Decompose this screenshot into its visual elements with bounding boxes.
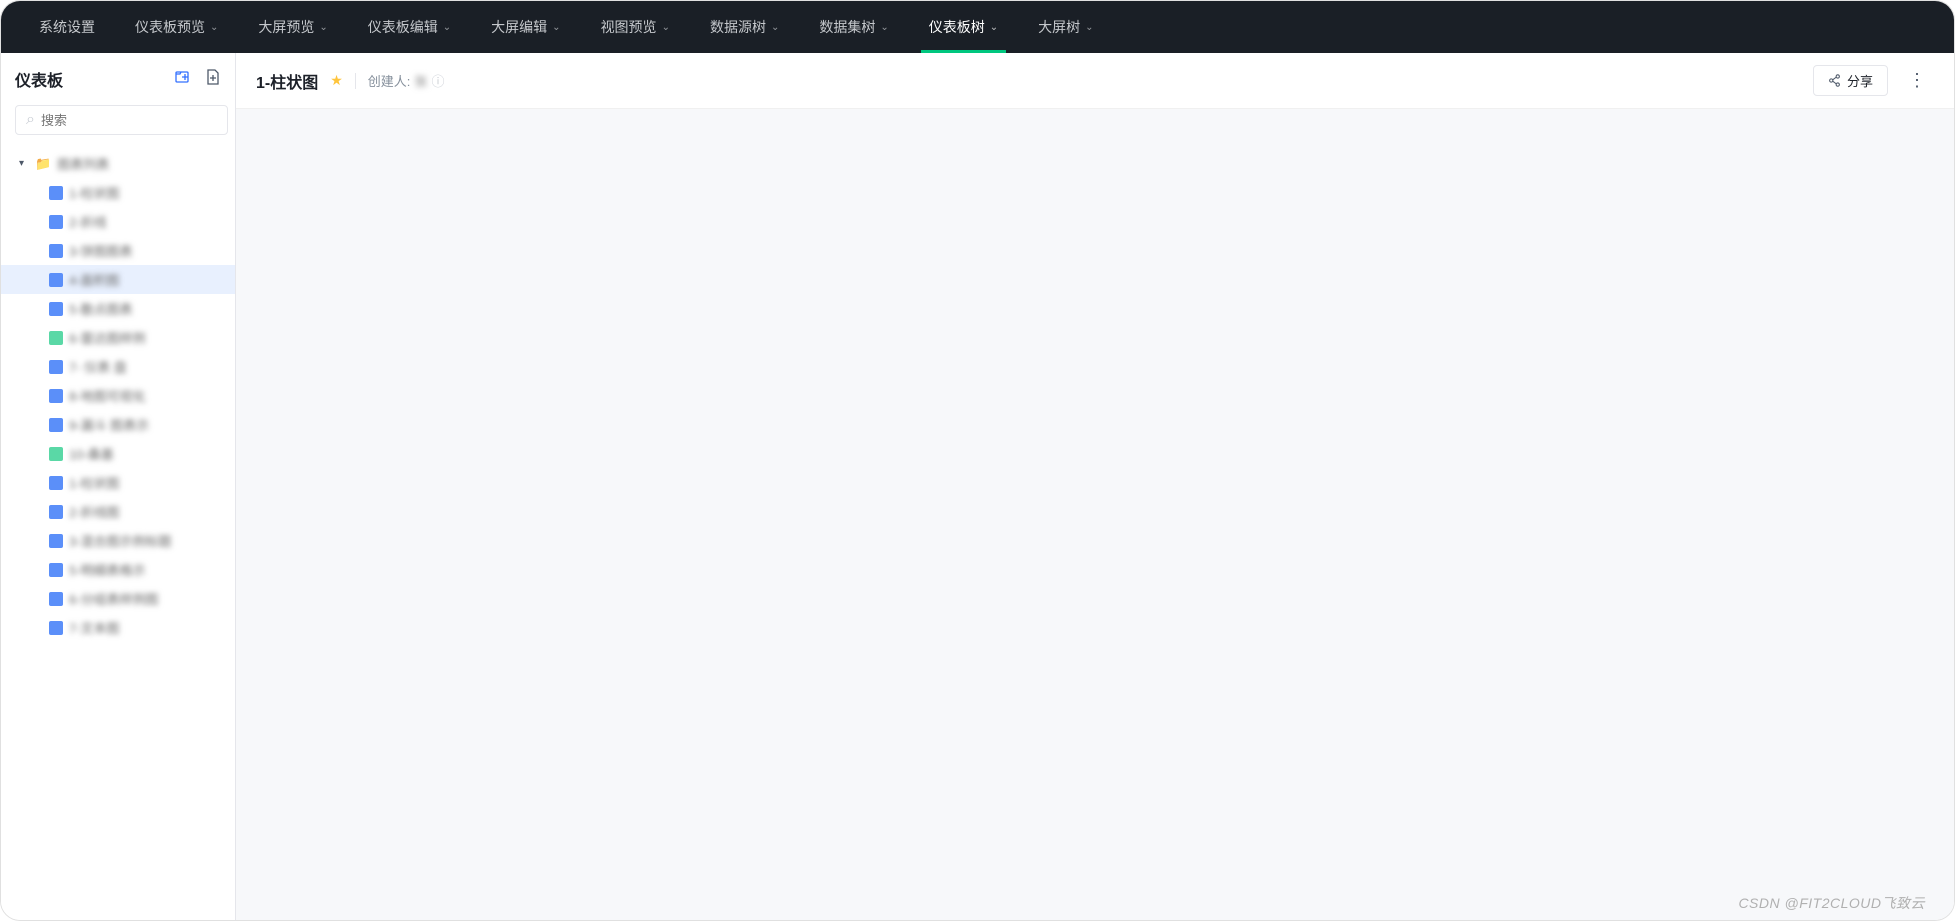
doc-icon bbox=[49, 186, 63, 200]
tree-item[interactable]: 1-柱状图 bbox=[1, 178, 235, 207]
tree-label: 5-明细表格示 bbox=[69, 560, 146, 579]
top-nav: 系统设置仪表板预览⌄大屏预览⌄仪表板编辑⌄大屏编辑⌄视图预览⌄数据源树⌄数据集树… bbox=[1, 1, 1954, 53]
doc-icon bbox=[49, 505, 63, 519]
search-box: ⌕ bbox=[15, 105, 228, 135]
tree-label: 5-散点图表 bbox=[69, 299, 133, 318]
search-icon: ⌕ bbox=[26, 111, 35, 129]
chevron-down-icon: ⌄ bbox=[990, 22, 998, 33]
tree-item[interactable]: 8-地图可视化 bbox=[1, 381, 235, 410]
nav-item[interactable]: 仪表板预览⌄ bbox=[117, 1, 236, 53]
chevron-down-icon: ⌄ bbox=[210, 22, 218, 33]
tree-item[interactable]: 1-柱状图 bbox=[1, 468, 235, 497]
doc-icon bbox=[49, 244, 63, 258]
creator-info: 创建人: 张 ⓘ bbox=[368, 71, 445, 90]
doc-icon bbox=[49, 476, 63, 490]
chevron-down-icon: ⌄ bbox=[319, 22, 327, 33]
tree-label: 3-混合图示例标题 bbox=[69, 531, 172, 550]
doc-icon bbox=[49, 621, 63, 635]
tree-folder[interactable]: ▾ 📁 图表列表 bbox=[1, 149, 235, 178]
tree-item[interactable]: 9-漏斗 图表示 bbox=[1, 410, 235, 439]
creator-value: 张 bbox=[414, 71, 427, 90]
doc-icon bbox=[49, 389, 63, 403]
chevron-down-icon: ⌄ bbox=[1085, 22, 1093, 33]
content-header: 1-柱状图 ★ 创建人: 张 ⓘ 分享 ⋮ bbox=[236, 53, 1954, 109]
tree-label: 4-面积图 bbox=[69, 270, 120, 289]
tree-item[interactable]: 3-饼图图表 bbox=[1, 236, 235, 265]
nav-item[interactable]: 大屏编辑⌄ bbox=[473, 1, 578, 53]
divider bbox=[355, 73, 356, 89]
tree-item[interactable]: 4-面积图 bbox=[1, 265, 235, 294]
chevron-down-icon: ⌄ bbox=[662, 22, 670, 33]
tree-item[interactable]: 6-雷达图样例 bbox=[1, 323, 235, 352]
charts-grid bbox=[236, 109, 1954, 920]
tree-item[interactable]: 10-桑基 bbox=[1, 439, 235, 468]
tree-label: 7- 仪表 盘 bbox=[69, 357, 127, 376]
doc-icon bbox=[49, 563, 63, 577]
nav-item[interactable]: 仪表板树⌄ bbox=[911, 1, 1016, 53]
doc-icon bbox=[49, 592, 63, 606]
tree-label: 图表列表 bbox=[57, 154, 109, 173]
doc-icon bbox=[49, 331, 63, 345]
tree-label: 6-分组表样例图 bbox=[69, 589, 159, 608]
chevron-down-icon: ⌄ bbox=[880, 22, 888, 33]
add-folder-icon[interactable] bbox=[175, 69, 191, 90]
watermark: CSDN @FIT2CLOUD飞致云 bbox=[1738, 893, 1925, 913]
chevron-down-icon: ⌄ bbox=[771, 22, 779, 33]
folder-icon: 📁 bbox=[35, 156, 51, 172]
share-button[interactable]: 分享 bbox=[1813, 65, 1888, 96]
chevron-down-icon: ⌄ bbox=[443, 22, 451, 33]
tree-label: 1-柱状图 bbox=[69, 473, 120, 492]
tree-label: 1-柱状图 bbox=[69, 183, 120, 202]
nav-item[interactable]: 大屏树⌄ bbox=[1020, 1, 1111, 53]
nav-item[interactable]: 大屏预览⌄ bbox=[240, 1, 345, 53]
chevron-down-icon: ⌄ bbox=[552, 22, 560, 33]
tree-label: 9-漏斗 图表示 bbox=[69, 415, 149, 434]
doc-icon bbox=[49, 447, 63, 461]
tree-label: 2-折线图 bbox=[69, 502, 120, 521]
sidebar-title: 仪表板 bbox=[15, 67, 63, 91]
tree-item[interactable]: 2-折线 bbox=[1, 207, 235, 236]
tree-item[interactable]: 2-折线图 bbox=[1, 497, 235, 526]
nav-item[interactable]: 仪表板编辑⌄ bbox=[350, 1, 469, 53]
doc-icon bbox=[49, 302, 63, 316]
tree-item[interactable]: 3-混合图示例标题 bbox=[1, 526, 235, 555]
info-icon[interactable]: ⓘ bbox=[431, 71, 444, 90]
caret-icon: ▾ bbox=[19, 158, 29, 169]
nav-item[interactable]: 系统设置 bbox=[21, 1, 113, 53]
tree-label: 10-桑基 bbox=[69, 444, 114, 463]
search-input[interactable] bbox=[41, 113, 217, 128]
add-file-icon[interactable] bbox=[205, 69, 221, 90]
tree-item[interactable]: 6-分组表样例图 bbox=[1, 584, 235, 613]
creator-label: 创建人: bbox=[368, 71, 411, 90]
page-title: 1-柱状图 bbox=[256, 69, 318, 93]
tree-item[interactable]: 5-散点图表 bbox=[1, 294, 235, 323]
star-icon[interactable]: ★ bbox=[330, 72, 343, 89]
tree-label: 3-饼图图表 bbox=[69, 241, 133, 260]
doc-icon bbox=[49, 215, 63, 229]
doc-icon bbox=[49, 418, 63, 432]
doc-icon bbox=[49, 360, 63, 374]
tree-item[interactable]: 5-明细表格示 bbox=[1, 555, 235, 584]
nav-item[interactable]: 数据集树⌄ bbox=[801, 1, 906, 53]
doc-icon bbox=[49, 534, 63, 548]
sidebar-tree: ▾ 📁 图表列表 1-柱状图 2-折线 3-饼图图表 4-面积图 5-散点图表 6-雷达图样例 7… bbox=[1, 145, 235, 920]
nav-item[interactable]: 视图预览⌄ bbox=[583, 1, 688, 53]
doc-icon bbox=[49, 273, 63, 287]
tree-item[interactable]: 7-文本图 bbox=[1, 613, 235, 642]
tree-label: 2-折线 bbox=[69, 212, 107, 231]
sidebar: 仪表板 ⌕ ▾ 📁 图表列表 1-柱状图 2-折线 3-饼图图表 4-面积图 5-散点图表 6-… bbox=[1, 53, 236, 920]
more-button[interactable]: ⋮ bbox=[1900, 70, 1934, 91]
tree-label: 7-文本图 bbox=[69, 618, 120, 637]
nav-item[interactable]: 数据源树⌄ bbox=[692, 1, 797, 53]
tree-item[interactable]: 7- 仪表 盘 bbox=[1, 352, 235, 381]
tree-label: 6-雷达图样例 bbox=[69, 328, 146, 347]
tree-label: 8-地图可视化 bbox=[69, 386, 146, 405]
